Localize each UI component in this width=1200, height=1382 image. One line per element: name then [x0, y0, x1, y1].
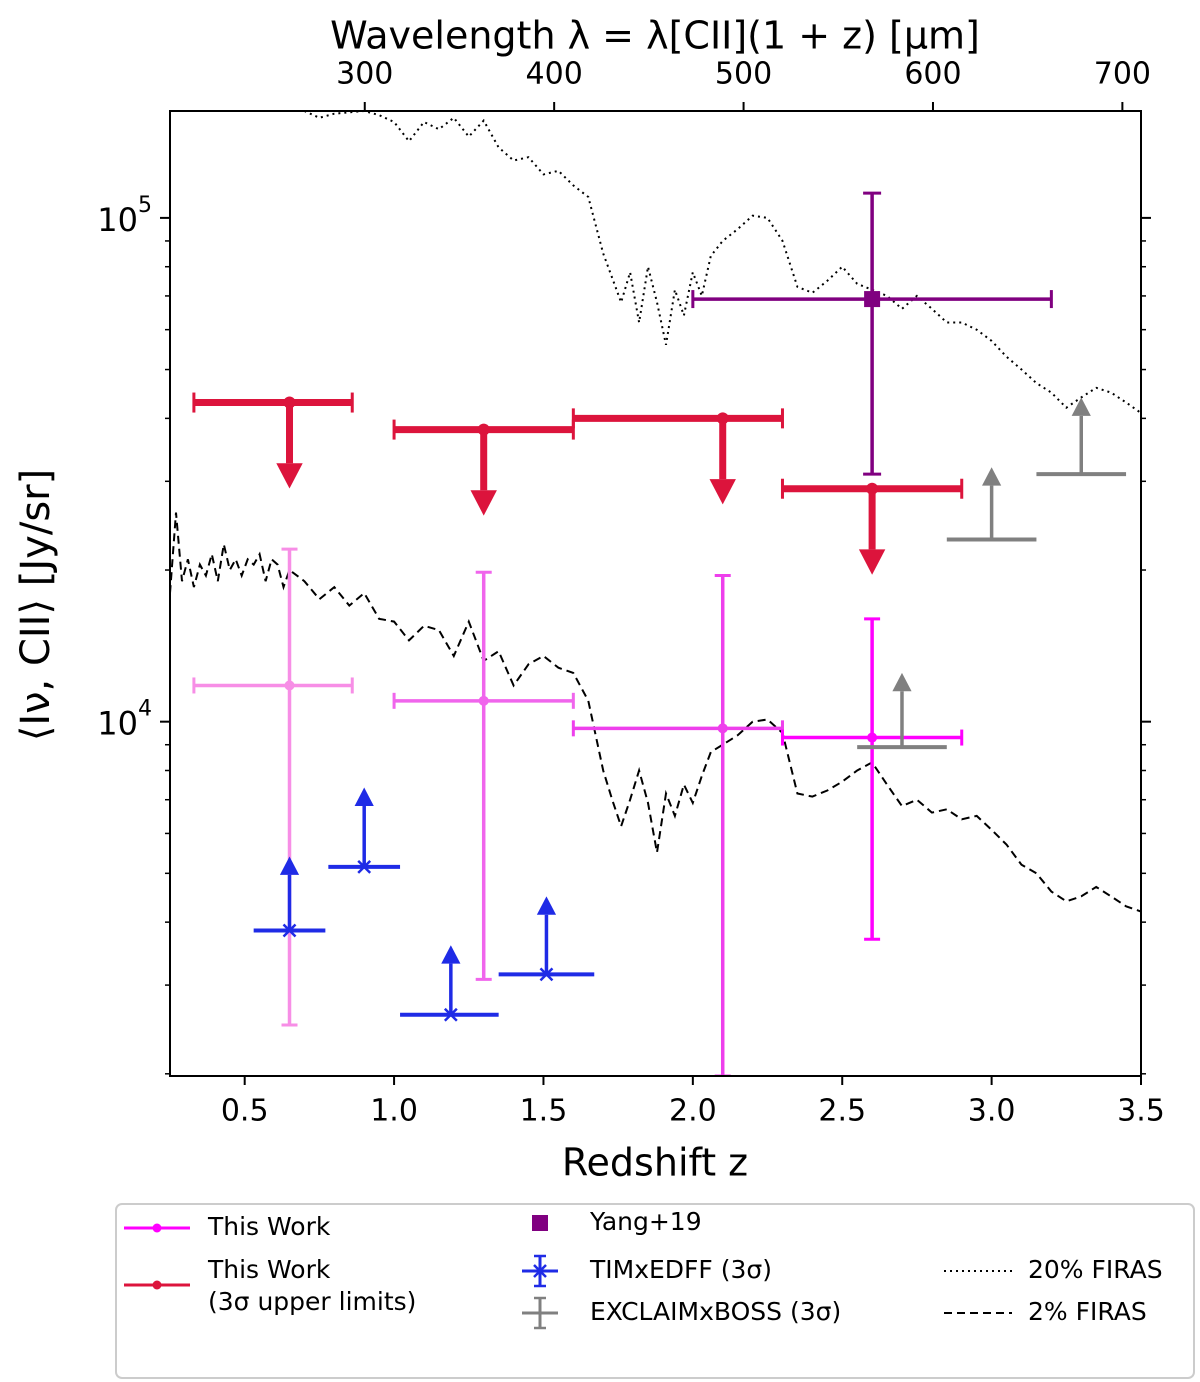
legend-swatch-upper-limits-dot	[152, 1280, 162, 1290]
x-tick-label-0: 0.5	[221, 1094, 269, 1129]
bottom-axis-ticks: 0.5 1.0 1.5 2.0 2.5 3.0 3.5	[221, 1076, 1165, 1129]
x-tick-label-2: 1.5	[520, 1094, 568, 1129]
series-0-point-2	[571, 574, 784, 1076]
legend-label-firas-2: 2% FIRAS	[1028, 1297, 1147, 1326]
legend-label-this-work: This Work	[207, 1212, 331, 1241]
top-axis-ticks: 300400500600700800900	[336, 57, 1151, 111]
marker-dot	[717, 723, 728, 734]
lower-limit-arrow-head	[1071, 397, 1091, 416]
legend-swatch-this-work-dot	[152, 1223, 162, 1233]
lower-limit-arrow-head	[892, 672, 912, 692]
series-2-point-0	[691, 191, 1053, 476]
upper-limit-0	[192, 392, 354, 489]
marker-dot	[867, 732, 878, 743]
upper-limit-3	[780, 478, 964, 575]
marker-dot	[284, 680, 295, 691]
series-4-lower-limit-0	[857, 672, 947, 750]
top-axis-label: Wavelength λ = λ[CII](1 + z) [μm]	[330, 14, 980, 58]
legend-label-tim: TIMxEDFF (3σ)	[589, 1255, 772, 1284]
series-3-lower-limit-3	[498, 896, 595, 982]
plot-frame	[169, 110, 1142, 1077]
upper-limit-arrow-head	[709, 479, 736, 505]
y-tick-label-0: 104	[97, 697, 152, 743]
top-tick-label-3: 600	[904, 57, 961, 92]
marker-x-b	[443, 1007, 458, 1022]
lower-limit-arrow-head	[354, 787, 374, 806]
legend-label-yang: Yang+19	[589, 1207, 702, 1236]
series-0-point-0	[192, 547, 354, 1027]
upper-limit-1	[392, 419, 575, 516]
legend-frame	[115, 1203, 1195, 1379]
lower-limit-arrow-head	[982, 467, 1002, 486]
legend-label-exclaim: EXCLAIMxBOSS (3σ)	[590, 1297, 841, 1326]
upper-limit-arrow-head	[276, 463, 303, 489]
chart-marks	[192, 191, 1127, 1076]
series-3-lower-limit-1	[328, 787, 401, 874]
marker-dot	[478, 695, 489, 706]
marker-square	[864, 291, 881, 308]
legend: This Work This Work (3σ upper limits) Yang+…	[115, 1203, 1195, 1379]
upper-limit-2	[571, 408, 784, 505]
legend-swatch-yang	[532, 1215, 548, 1231]
x-tick-label-5: 3.0	[968, 1094, 1016, 1129]
x-tick-label-6: 3.5	[1117, 1094, 1165, 1129]
firas-20pct-line	[303, 111, 1141, 414]
legend-label-firas-20: 20% FIRAS	[1028, 1255, 1163, 1284]
marker-x-b	[282, 923, 297, 938]
legend-swatch-tim-x-b	[533, 1264, 547, 1278]
y-axis-ticks: 104 105	[97, 193, 1151, 1075]
series-0-point-1	[392, 570, 575, 981]
x-tick-label-1: 1.0	[370, 1094, 418, 1129]
marker-x-b	[357, 859, 372, 874]
upper-limit-arrow-head	[858, 549, 886, 575]
top-tick-label-1: 400	[526, 57, 583, 92]
top-tick-label-4: 700	[1094, 57, 1151, 92]
x-tick-label-3: 2.0	[669, 1094, 717, 1129]
series-4-lower-limit-1	[946, 467, 1037, 542]
lower-limit-arrow-head	[441, 945, 461, 964]
lower-limit-arrow-head	[279, 856, 300, 875]
series-3-lower-limit-2	[400, 945, 499, 1022]
marker-x-b	[539, 967, 554, 982]
y-axis-label: ⟨Iν, CII⟩ [Jy/sr]	[13, 469, 59, 741]
x-axis-label: Redshift z	[562, 1141, 748, 1185]
legend-label-upper-limits-line1: This Work	[207, 1255, 331, 1284]
series-4-lower-limit-2	[1036, 397, 1127, 477]
series-3-lower-limit-0	[253, 856, 326, 938]
top-tick-label-0: 300	[336, 57, 393, 92]
upper-limit-arrow-head	[470, 490, 497, 516]
legend-label-upper-limits-line2: (3σ upper limits)	[208, 1287, 416, 1316]
y-tick-label-1: 105	[97, 193, 152, 239]
x-tick-label-4: 2.5	[818, 1094, 866, 1129]
firas-2pct-line	[170, 512, 1141, 913]
lower-limit-arrow-head	[536, 896, 557, 915]
series-0-point-3	[780, 617, 964, 941]
firas-lines	[170, 111, 1141, 913]
top-tick-label-2: 500	[715, 57, 772, 92]
